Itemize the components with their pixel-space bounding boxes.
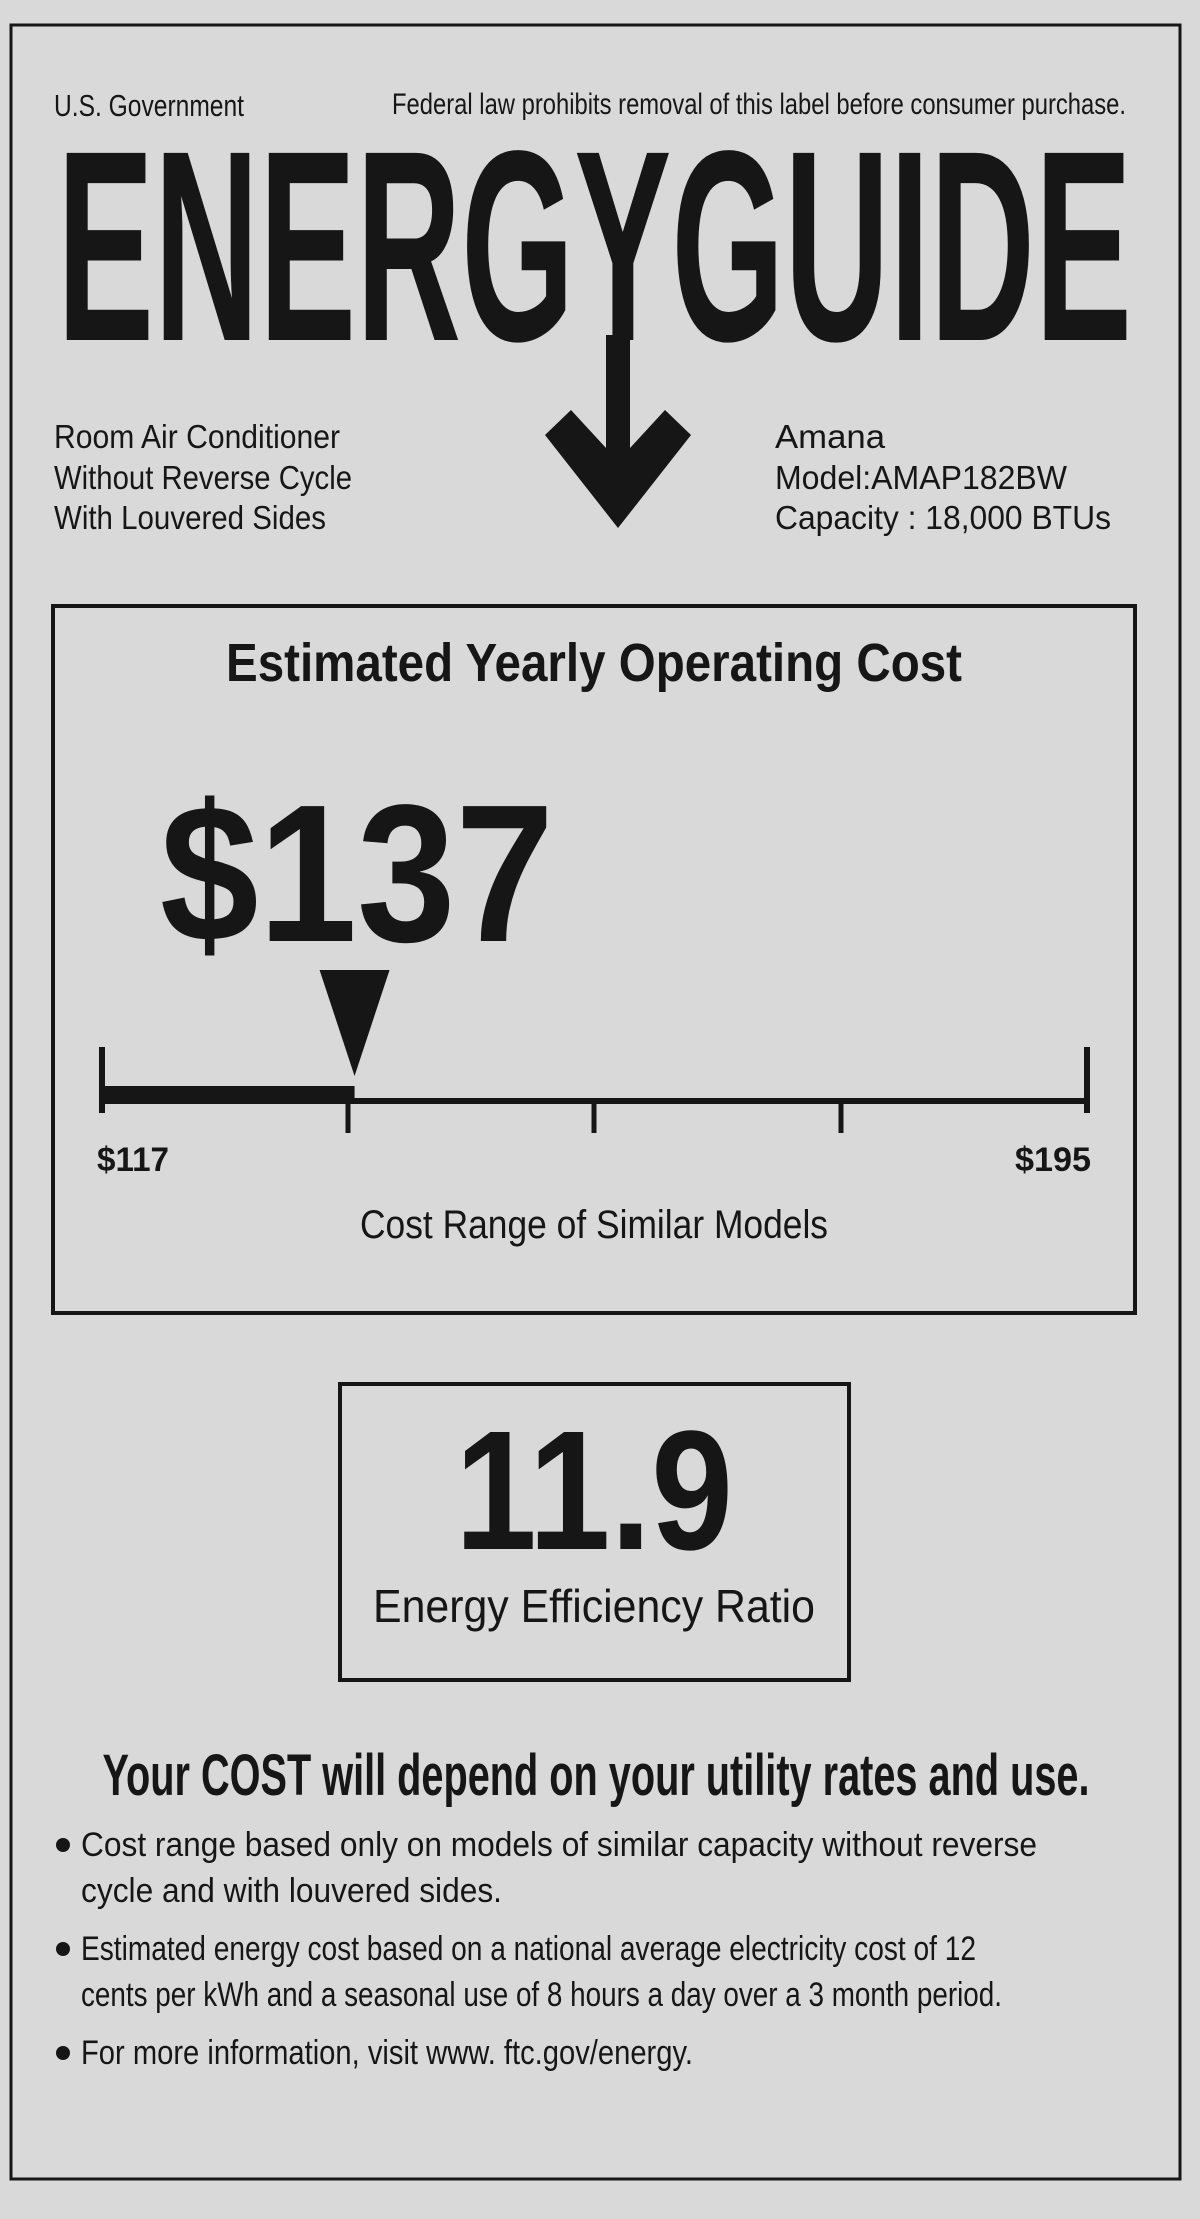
- product-info-line: Model:AMAP182BW: [775, 459, 1068, 496]
- cost-box: [51, 604, 1137, 1315]
- product-type-line: Without Reverse Cycle: [54, 459, 352, 496]
- range-caption: Cost Range of Similar Models: [360, 1203, 828, 1247]
- bullet-text: cents per kWh and a seasonal use of 8 ho…: [81, 1976, 1002, 2014]
- range-min-label: $117: [97, 1141, 169, 1179]
- efficiency-label: Energy Efficiency Ratio: [373, 1580, 815, 1632]
- bullet-dot: [56, 2046, 70, 2060]
- footer-headline: Your COST will depend on your utility ra…: [103, 1743, 1090, 1808]
- bullet-text: Estimated energy cost based on a nationa…: [81, 1930, 976, 1968]
- range-max-label: $195: [1015, 1141, 1091, 1179]
- main-title: ENERGYGUIDE: [57, 94, 1132, 398]
- cost-value: $137: [160, 764, 554, 983]
- header-right: Federal law prohibits removal of this la…: [392, 88, 1126, 121]
- product-info-line: Capacity : 18,000 BTUs: [775, 499, 1111, 536]
- product-info-line: Amana: [775, 418, 886, 455]
- efficiency-value: 11.9: [455, 1396, 733, 1586]
- cost-range-fill: [102, 1086, 355, 1100]
- cost-marker: [319, 970, 390, 1076]
- bullet-text: Cost range based only on models of simil…: [81, 1826, 1037, 1864]
- efficiency-box: [338, 1382, 851, 1682]
- bullet-dot: [56, 1942, 70, 1956]
- header-left: U.S. Government: [54, 88, 244, 123]
- cost-title: Estimated Yearly Operating Cost: [226, 633, 962, 693]
- arrow: [545, 335, 691, 528]
- bullet-dot: [56, 1838, 70, 1852]
- product-type-line: With Louvered Sides: [54, 499, 326, 536]
- bullet-text: cycle and with louvered sides.: [81, 1872, 502, 1910]
- bullet-text: For more information, visit www. ftc.gov…: [81, 2034, 693, 2072]
- product-type-line: Room Air Conditioner: [54, 418, 340, 455]
